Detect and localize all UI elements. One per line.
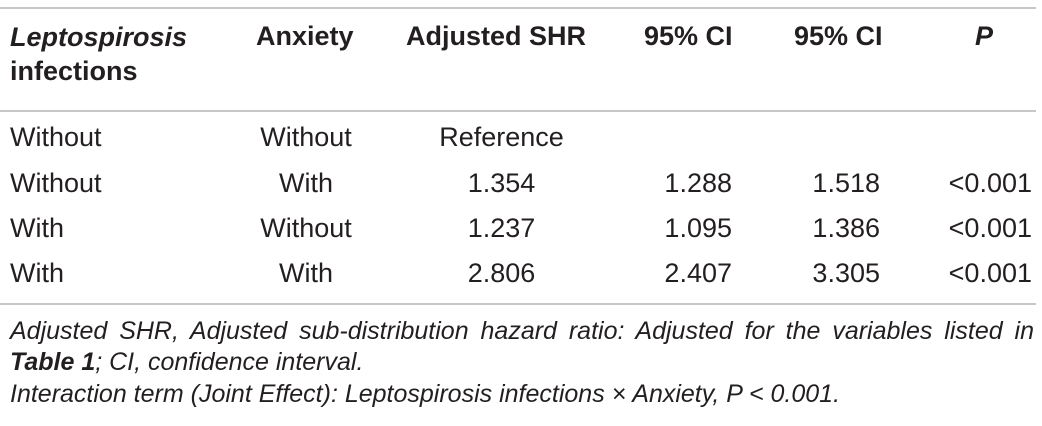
- footnote-interaction-term: Interaction term (Joint Effect): Leptosp…: [10, 379, 1034, 410]
- row2-adjusted-shr: 1.354: [410, 167, 593, 199]
- row2-leptospirosis: Without: [10, 167, 102, 199]
- row3-ci-lower: 1.095: [610, 212, 732, 244]
- header-anxiety: Anxiety: [256, 20, 354, 52]
- footnote1-text-b: ; CI, confidence interval.: [95, 348, 363, 376]
- row4-adjusted-shr: 2.806: [410, 257, 593, 289]
- row4-p-value: <0.001: [900, 257, 1032, 289]
- row2-p-value: <0.001: [900, 167, 1032, 199]
- header-ci-upper: 95% CI: [794, 20, 883, 52]
- table1-reference-link[interactable]: Table 1: [10, 348, 95, 376]
- row4-ci-lower: 2.407: [610, 257, 732, 289]
- header-p-value: P: [975, 20, 993, 52]
- row3-anxiety: Without: [237, 212, 375, 244]
- header-leptospirosis: Leptospirosis infections: [10, 20, 187, 88]
- header-leptospirosis-line2: infections: [10, 56, 138, 86]
- row3-p-value: <0.001: [900, 212, 1032, 244]
- header-adjusted-shr: Adjusted SHR: [406, 20, 586, 52]
- table-top-rule: [0, 7, 1036, 9]
- row4-ci-upper: 3.305: [760, 257, 880, 289]
- footnote-abbreviations: Adjusted SHR, Adjusted sub-distribution …: [10, 316, 1034, 378]
- row4-leptospirosis: With: [10, 257, 64, 289]
- row1-leptospirosis: Without: [10, 121, 102, 153]
- footnote1-text-a: Adjusted SHR, Adjusted sub-distribution …: [10, 317, 1034, 345]
- header-leptospirosis-line1: Leptospirosis: [10, 22, 187, 52]
- table-header-rule: [0, 110, 1036, 112]
- row2-ci-lower: 1.288: [610, 167, 732, 199]
- row3-leptospirosis: With: [10, 212, 64, 244]
- row1-adjusted-shr: Reference: [410, 121, 593, 153]
- row4-anxiety: With: [237, 257, 375, 289]
- header-ci-lower: 95% CI: [644, 20, 733, 52]
- row3-ci-upper: 1.386: [760, 212, 880, 244]
- row2-ci-upper: 1.518: [760, 167, 880, 199]
- row2-anxiety: With: [237, 167, 375, 199]
- row3-adjusted-shr: 1.237: [410, 212, 593, 244]
- row1-anxiety: Without: [237, 121, 375, 153]
- table-bottom-rule: [0, 303, 1036, 305]
